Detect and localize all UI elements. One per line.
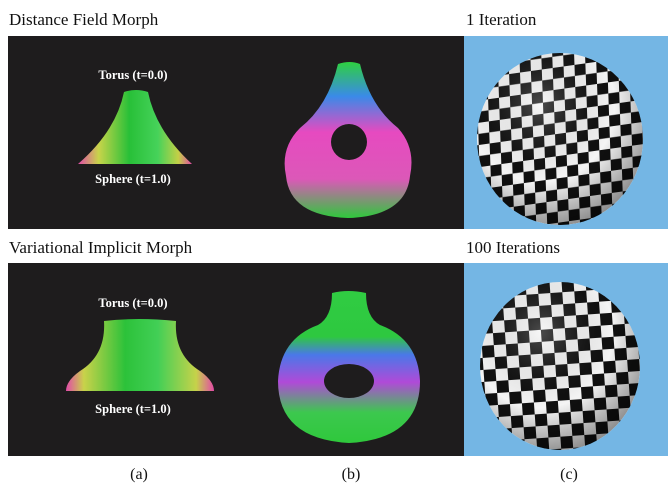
row1-top-label: Torus (t=0.0) bbox=[98, 68, 168, 82]
row2-title: Variational Implicit Morph bbox=[9, 238, 193, 257]
row1-morph-render bbox=[78, 62, 412, 218]
row1-right-title: 1 Iteration bbox=[466, 10, 537, 29]
row1-torus-shape bbox=[284, 62, 412, 218]
row1-morph-panel: Torus (t=0.0) Sphere (t=1.0) bbox=[8, 36, 464, 229]
row2-checker-sphere bbox=[480, 282, 640, 450]
caption-a: (a) bbox=[130, 466, 148, 483]
row1-checker-sphere bbox=[477, 53, 643, 225]
row2-morph-render bbox=[66, 291, 420, 443]
row2-bottom-label: Sphere (t=1.0) bbox=[95, 402, 171, 416]
row2-profile-shape bbox=[66, 319, 214, 391]
row1-title: Distance Field Morph bbox=[9, 10, 159, 29]
row2-top-label: Torus (t=0.0) bbox=[98, 296, 168, 310]
row2-right-title: 100 Iterations bbox=[466, 238, 560, 257]
row2-morph-panel: Torus (t=0.0) Sphere (t=1.0) bbox=[8, 263, 464, 456]
row1-sphere-panel bbox=[464, 36, 668, 229]
row1-profile-shape bbox=[78, 90, 192, 164]
row2-sphere-panel bbox=[464, 263, 668, 456]
row1-bottom-label: Sphere (t=1.0) bbox=[95, 172, 171, 186]
caption-c: (c) bbox=[560, 466, 578, 483]
row2-torus-shape bbox=[278, 291, 420, 443]
caption-b: (b) bbox=[341, 466, 361, 483]
